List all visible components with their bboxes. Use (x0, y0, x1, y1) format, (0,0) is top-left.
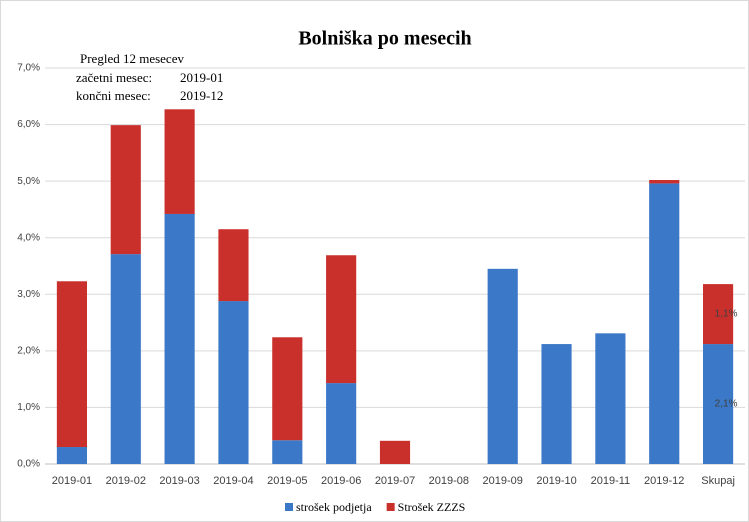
annotation: končni mesec: (76, 88, 151, 103)
bar-segment (487, 268, 518, 464)
x-tick-label: 2019-05 (267, 475, 307, 487)
legend-swatch (285, 503, 293, 511)
x-tick-label: 2019-12 (644, 475, 684, 487)
bar-segment (595, 333, 626, 464)
bar-segment (110, 125, 141, 255)
x-tick-label: 2019-07 (375, 475, 415, 487)
bar-segment (649, 180, 680, 184)
y-tick-label: 3,0% (17, 289, 40, 300)
y-tick-label: 7,0% (17, 63, 40, 74)
bar-segment (703, 284, 734, 345)
x-tick-label: 2019-08 (429, 475, 469, 487)
y-tick-label: 0,0% (17, 459, 40, 470)
bar-segment (164, 109, 195, 214)
legend-label: strošek podjetja (296, 500, 372, 514)
annotation: 2019-01 (180, 70, 223, 85)
annotation: začetni mesec: (76, 70, 152, 85)
bar-segment (649, 183, 680, 465)
x-tick-label: 2019-09 (483, 475, 523, 487)
data-label: 2,1% (715, 399, 738, 410)
bar-segment (326, 383, 357, 464)
y-tick-label: 1,0% (17, 402, 40, 413)
bar-segment (110, 254, 141, 464)
bar-segment (541, 344, 572, 464)
x-tick-label: 2019-02 (106, 475, 146, 487)
x-tick-label: 2019-01 (52, 475, 92, 487)
legend-label: Strošek ZZZS (398, 500, 466, 514)
bar-segment (56, 281, 87, 448)
x-tick-label: 2019-10 (536, 475, 576, 487)
bar-segment (164, 213, 195, 464)
bar-segment (379, 440, 411, 464)
annotation: Pregled 12 mesecev (80, 51, 184, 66)
bar-segment (272, 440, 303, 464)
x-tick-label: 2019-04 (213, 475, 253, 487)
bar-segment (218, 229, 249, 302)
bar-segment (56, 447, 87, 464)
bar-segment (272, 337, 303, 441)
y-tick-label: 6,0% (17, 119, 40, 130)
y-tick-label: 2,0% (17, 345, 40, 356)
bar-segment (703, 344, 734, 464)
annotation: 2019-12 (180, 88, 223, 103)
bar-segment (218, 301, 249, 464)
x-tick-label: 2019-03 (159, 475, 199, 487)
x-tick-label: 2019-06 (321, 475, 361, 487)
x-tick-label: Skupaj (701, 475, 735, 487)
y-tick-label: 5,0% (17, 176, 40, 187)
bar-segment (326, 255, 357, 384)
data-label: 1,1% (715, 309, 738, 320)
chart-title: Bolniška po mesecih (298, 28, 471, 50)
x-tick-label: 2019-11 (591, 475, 631, 487)
legend-swatch (386, 503, 395, 511)
y-tick-label: 4,0% (17, 232, 40, 243)
